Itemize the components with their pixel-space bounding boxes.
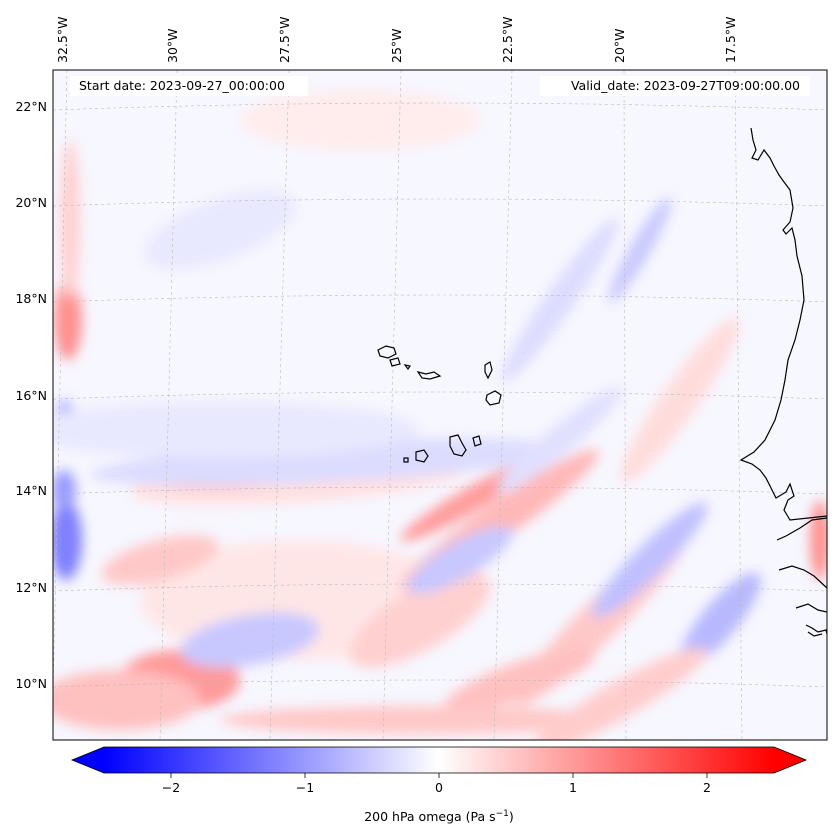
- lat-tick-label: 16°N: [15, 388, 47, 403]
- lon-tick-label: 30°W: [165, 28, 180, 63]
- valid-date-box: [540, 76, 810, 96]
- lat-tick-label: 18°N: [15, 291, 47, 306]
- omega-contour-blob: [220, 706, 620, 734]
- omega-contour-blob: [620, 317, 740, 483]
- valid-date-label: Valid_date: 2023-09-27T09:00:00.00: [571, 78, 800, 93]
- lon-tick-label: 17.5°W: [723, 17, 738, 63]
- island-sao-nicolau: [416, 371, 442, 380]
- colorbar-tick-label: −2: [162, 780, 180, 795]
- start-date-box: [70, 76, 308, 96]
- lon-tick-label: 27.5°W: [277, 17, 292, 63]
- colorbar-extend-low: [72, 747, 104, 773]
- omega-contour-blob: [501, 217, 619, 383]
- lon-tick-label: 25°W: [389, 28, 404, 63]
- omega-contour-blob: [90, 438, 570, 486]
- omega-contour-blob: [407, 526, 513, 594]
- island-maio: [472, 435, 482, 447]
- omega-contour-blob: [592, 502, 708, 618]
- colorbar-label: 200 hPa omega (Pa s−1): [364, 809, 514, 824]
- colorbar-gradient: [104, 747, 774, 773]
- lon-tick-label: 20°W: [612, 28, 627, 63]
- lat-tick-label: 20°N: [15, 195, 47, 210]
- map-frame: [52, 69, 828, 741]
- island-santo-antao: [377, 345, 397, 359]
- latitude-tick-labels: 22°N 20°N 18°N 16°N 14°N 12°N 10°N: [15, 99, 47, 691]
- colorbar-tick-label: 1: [569, 780, 577, 795]
- longitude-gridline: [623, 70, 627, 740]
- island-fogo: [415, 449, 429, 463]
- gridlines: [53, 70, 827, 740]
- omega-contour-blob: [444, 647, 596, 713]
- omega-contour-blob: [53, 670, 200, 730]
- lat-tick-label: 12°N: [15, 580, 47, 595]
- longitude-gridline: [734, 70, 743, 740]
- omega-contour-blob: [53, 470, 76, 510]
- colorbar-tick-label: 0: [435, 780, 443, 795]
- latitude-gridline: [53, 679, 827, 688]
- latitude-gridline: [53, 102, 827, 111]
- omega-field: [53, 70, 827, 740]
- omega-contour-blob: [60, 140, 80, 300]
- latitude-gridline: [53, 583, 827, 592]
- island-brava: [403, 457, 409, 463]
- africa-coastline: [739, 127, 827, 521]
- longitude-gridline: [269, 70, 290, 740]
- colorbar-tick-label: −1: [296, 780, 314, 795]
- island-santa-luzia: [403, 364, 411, 371]
- longitude-gridline: [382, 70, 402, 740]
- cape-verde-islands: [377, 345, 502, 463]
- longitude-gridline: [493, 70, 513, 740]
- omega-contour-blob: [349, 572, 491, 668]
- omega-contour-blob: [240, 90, 480, 150]
- omega-contour-blob: [101, 535, 219, 585]
- omega-contour-blob: [144, 190, 296, 270]
- latitude-gridline: [53, 294, 827, 303]
- lon-tick-label: 22.5°W: [500, 17, 515, 63]
- latitude-gridline: [53, 486, 827, 495]
- island-boa-vista: [485, 390, 502, 406]
- latitude-gridline: [53, 198, 827, 207]
- island-sal: [484, 361, 493, 380]
- longitude-gridline: [53, 70, 68, 709]
- colorbar-extend-high: [774, 747, 806, 773]
- coastlines: [739, 127, 827, 637]
- omega-contour-blob: [679, 572, 761, 668]
- omega-contour-blob: [498, 387, 622, 493]
- colorbar: −2 −1 0 1 2 200 hPa omega (Pa s−1): [70, 746, 808, 824]
- lat-tick-label: 10°N: [15, 676, 47, 691]
- lat-tick-label: 14°N: [15, 483, 47, 498]
- latitude-gridline: [53, 391, 827, 400]
- island-santiago: [449, 434, 467, 457]
- omega-contour-blob: [53, 500, 82, 580]
- lon-tick-label: 32.5°W: [55, 17, 70, 63]
- longitude-tick-labels: 32.5°W 30°W 27.5°W 25°W 22.5°W 20°W 17.5…: [55, 17, 738, 63]
- omega-contour-blob: [532, 647, 708, 740]
- lat-tick-label: 22°N: [15, 99, 47, 114]
- omega-contour-blob: [53, 402, 420, 458]
- omega-contour-blob: [180, 612, 320, 668]
- colorbar-tick-label: 2: [703, 780, 711, 795]
- island-sao-vicente: [389, 357, 401, 367]
- longitude-gridline: [159, 70, 178, 740]
- start-date-label: Start date: 2023-09-27_00:00:00: [79, 78, 285, 93]
